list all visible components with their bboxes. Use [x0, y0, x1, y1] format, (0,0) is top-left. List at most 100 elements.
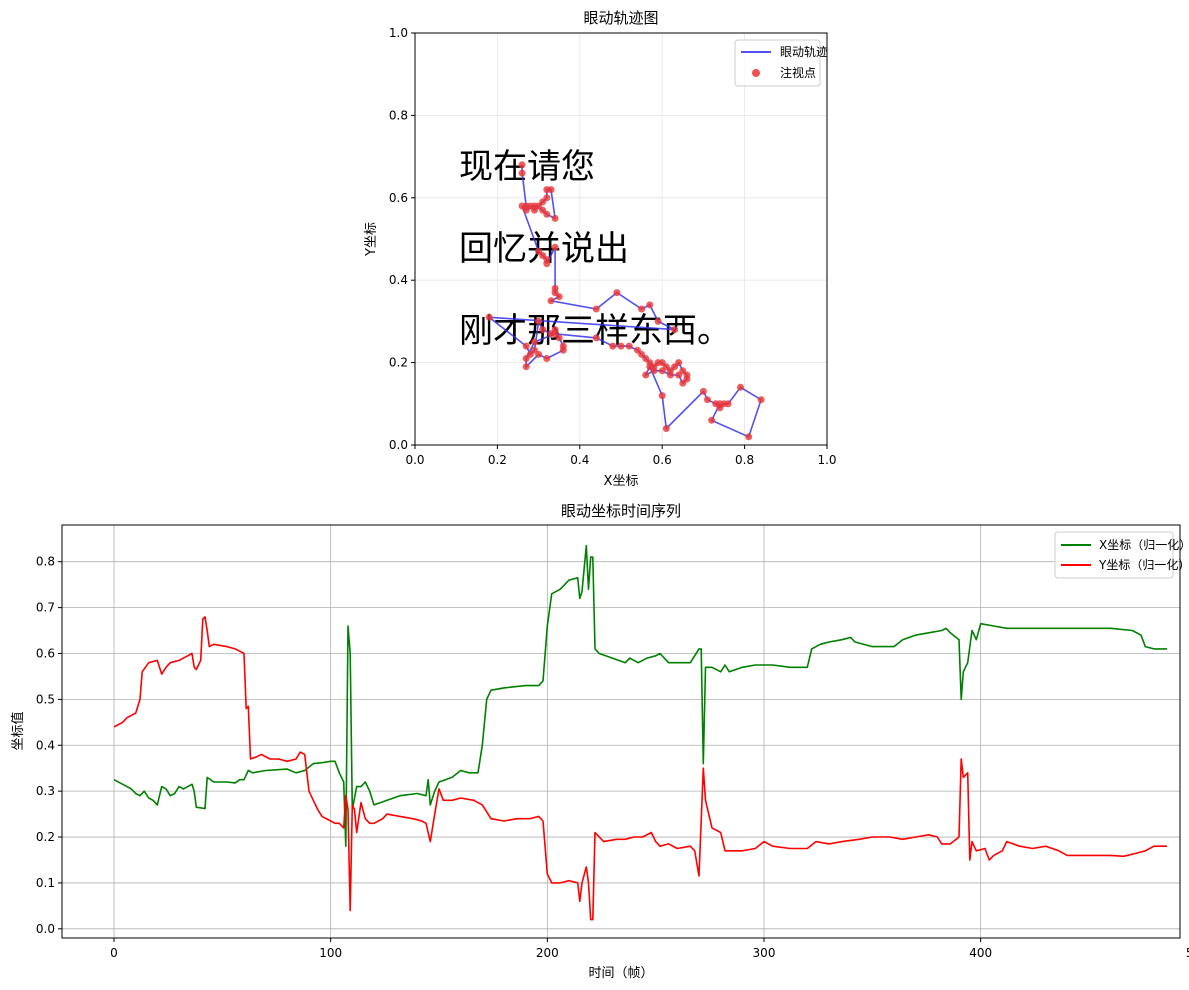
y-coordinate-series-line — [113, 616, 1167, 921]
bottom-ytick-label: 0.2 — [36, 830, 55, 844]
bottom-ytick-label: 0.6 — [36, 646, 55, 660]
legend-label-trajectory: 眼动轨迹 — [780, 45, 828, 59]
bottom-plot-series — [113, 544, 1167, 921]
fixation-point — [518, 202, 526, 210]
bottom-xtick-label: 100 — [319, 946, 342, 960]
bottom-ytick-label: 0.8 — [36, 555, 55, 569]
fixation-point — [592, 334, 600, 342]
top-xtick-label: 0.0 — [405, 453, 424, 467]
fixation-point — [625, 342, 633, 350]
fixation-point — [654, 317, 662, 325]
fixation-point — [531, 202, 538, 210]
fixation-point — [675, 371, 683, 379]
bottom-plot-title: 眼动坐标时间序列 — [561, 502, 681, 520]
fixation-point — [543, 260, 551, 268]
fixation-point — [485, 313, 493, 321]
fixation-point — [662, 425, 670, 432]
top-xtick-label: 1.0 — [817, 453, 836, 467]
fixation-point — [724, 400, 732, 408]
top-ytick-label: 0.8 — [389, 108, 408, 122]
bottom-xtick-label: 300 — [753, 946, 776, 960]
top-ytick-label: 1.0 — [389, 26, 408, 40]
top-ytick-label: 0.2 — [389, 356, 408, 370]
fixation-point — [551, 243, 559, 251]
fixation-point — [555, 293, 563, 301]
fixation-point — [757, 396, 765, 404]
fixation-point — [522, 355, 530, 362]
fixation-point — [699, 387, 707, 395]
legend-label-y: Y坐标（归一化） — [1098, 558, 1189, 572]
fixation-point — [675, 359, 683, 367]
fixation-point — [609, 342, 617, 350]
fixation-point — [518, 161, 526, 169]
fixation-point — [531, 338, 538, 346]
top-ytick-label: 0.4 — [389, 273, 408, 287]
fixation-point — [666, 371, 674, 379]
bottom-plot-grid — [62, 525, 1180, 938]
legend-box — [1054, 531, 1174, 579]
top-ytick-label: 0.0 — [389, 438, 408, 452]
legend-label-fixation: 注视点 — [780, 65, 816, 80]
fixation-point — [547, 186, 555, 194]
fixation-point — [539, 206, 547, 214]
bottom-plot-ylabel: 坐标值 — [10, 711, 26, 750]
fixation-point — [745, 433, 753, 441]
bottom-ytick-label: 0.3 — [36, 784, 55, 798]
top-xtick-label: 0.8 — [735, 453, 754, 467]
fixation-point — [708, 416, 716, 424]
fixation-point — [642, 371, 650, 379]
bottom-plot-frame — [61, 524, 1181, 939]
top-plot-xlabel: X坐标 — [604, 474, 639, 489]
fixation-point — [543, 194, 551, 202]
fixation-point — [522, 342, 530, 350]
top-plot-series — [485, 161, 765, 441]
fixation-point — [592, 305, 600, 313]
fixation-point — [679, 379, 687, 387]
bottom-ytick-label: 0.7 — [36, 601, 55, 615]
fixation-point — [539, 326, 547, 334]
bottom-xtick-label: 200 — [536, 946, 559, 960]
fixation-point — [535, 350, 543, 358]
fixation-point — [704, 396, 711, 404]
fixation-point — [535, 317, 543, 325]
bottom-plot-ticks: 0 100 200 300 400 500 0.0 0.1 0.2 0.3 0.4 0.5 0.6 0.7… — [36, 555, 1189, 960]
fixation-point — [551, 214, 559, 222]
bottom-ytick-label: 0.0 — [36, 922, 55, 936]
legend-dot-swatch — [752, 69, 760, 77]
fixation-point — [658, 367, 666, 375]
fixation-point — [737, 383, 744, 391]
fixation-point — [646, 301, 654, 309]
fixation-point — [617, 342, 625, 350]
top-plot-frame — [414, 32, 828, 446]
bottom-ytick-label: 0.1 — [36, 876, 55, 890]
fixation-point — [551, 330, 559, 338]
legend-label-x: X坐标（归一化） — [1099, 538, 1189, 552]
top-plot-legend: 眼动轨迹 注视点 — [734, 39, 828, 87]
fixation-point — [543, 355, 551, 362]
fixation-point — [646, 363, 654, 371]
top-xtick-label: 0.6 — [653, 453, 672, 467]
top-xtick-label: 0.2 — [488, 453, 507, 467]
bottom-xtick-label: 0 — [110, 946, 118, 960]
bottom-ytick-label: 0.5 — [36, 692, 55, 706]
top-plot-ticks: 0.0 0.2 0.4 0.6 0.8 1.0 0.0 0.2 0.4 0.6 0.8 1.0 — [389, 26, 837, 467]
fixation-point — [547, 297, 555, 305]
fixation-point — [658, 392, 666, 400]
fixation-point — [638, 305, 646, 313]
bottom-plot-xlabel: 时间（帧） — [588, 966, 653, 981]
fixation-point — [671, 326, 679, 334]
top-plot-ylabel: Y坐标 — [364, 222, 379, 257]
overlay-text-line: 刚才那三样东西。 — [459, 311, 731, 351]
bottom-xtick-label: 500 — [1186, 946, 1189, 960]
top-xtick-label: 0.4 — [570, 453, 589, 467]
bottom-xtick-label: 400 — [969, 946, 992, 960]
bottom-plot-legend: X坐标（归一化） Y坐标（归一化） — [1054, 531, 1189, 579]
fixation-point — [559, 346, 567, 354]
overlay-text-line: 现在请您 — [459, 147, 595, 187]
bottom-ytick-label: 0.4 — [36, 738, 55, 752]
x-coordinate-series-line — [113, 544, 1167, 847]
fixation-point — [522, 363, 530, 371]
fixation-point — [518, 169, 526, 177]
